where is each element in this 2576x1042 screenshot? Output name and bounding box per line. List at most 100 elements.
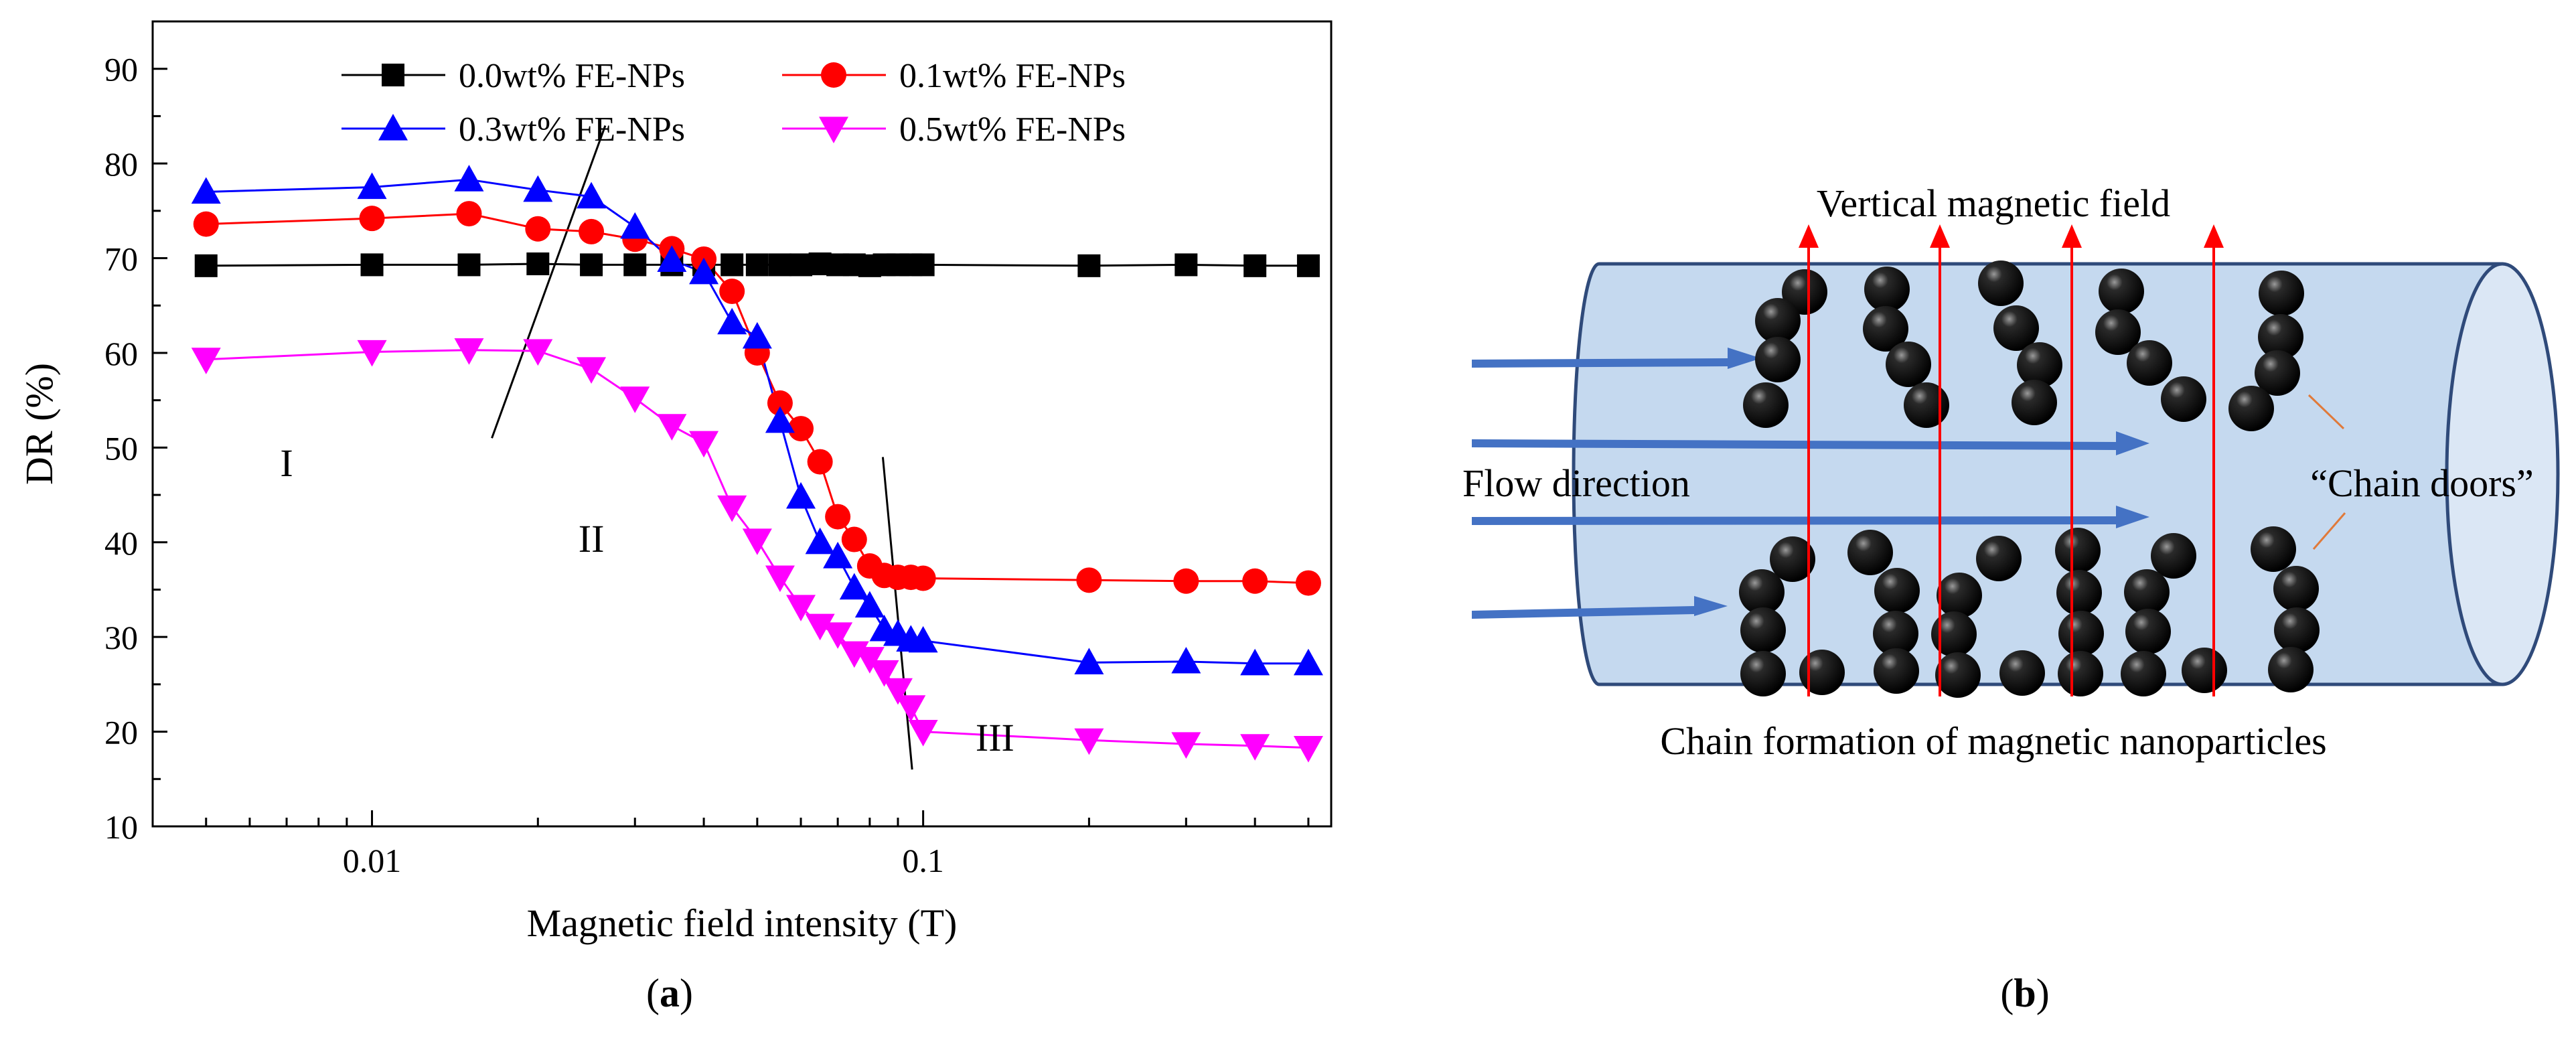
region-label: II <box>579 517 605 561</box>
nanoparticle <box>2228 386 2274 431</box>
y-tick-label: 90 <box>104 51 138 88</box>
y-tick-label: 20 <box>104 714 138 751</box>
data-point <box>577 357 607 384</box>
data-point <box>1296 254 1320 277</box>
pipe-end <box>2445 262 2560 686</box>
data-point <box>768 253 791 277</box>
data-point <box>745 253 769 277</box>
nanoparticle <box>1799 650 1845 695</box>
y-tick-label: 10 <box>104 808 138 846</box>
data-point <box>825 504 851 530</box>
region-label: III <box>976 716 1014 759</box>
data-point <box>805 613 835 641</box>
nanoparticle <box>1782 269 1827 315</box>
nanoparticle <box>2017 342 2062 388</box>
region-boundaries <box>491 125 913 770</box>
nanoparticle <box>1873 611 1918 656</box>
data-point <box>620 386 650 413</box>
data-point <box>357 340 387 367</box>
data-point <box>620 212 650 239</box>
nanoparticle <box>1740 607 1786 653</box>
nanoparticle <box>2058 651 2103 696</box>
legend-label: 0.0wt% FE-NPs <box>459 57 685 95</box>
data-point <box>910 565 936 591</box>
nanoparticle <box>2124 569 2170 615</box>
data-point <box>742 528 772 555</box>
nanoparticle <box>1770 536 1815 582</box>
data-point <box>805 527 835 554</box>
data-point <box>357 172 387 200</box>
nanoparticle <box>2095 309 2141 355</box>
nanoparticle <box>1847 530 1893 575</box>
data-point <box>765 565 795 593</box>
nanoparticle <box>2182 648 2227 693</box>
data-point <box>719 279 745 305</box>
y-axis-title: DR (%) <box>17 363 61 485</box>
data-point <box>191 348 221 374</box>
nanoparticle <box>1976 536 2022 581</box>
data-point <box>786 595 816 621</box>
nanoparticle <box>1863 306 1908 352</box>
nanoparticle <box>1993 305 2039 351</box>
nanoparticle <box>1874 648 1919 694</box>
data-point <box>457 253 481 277</box>
data-point <box>623 253 647 277</box>
y-tick-label: 50 <box>104 429 138 467</box>
data-point <box>523 339 553 366</box>
data-point <box>657 414 687 441</box>
diagram-caption: Chain formation of magnetic nanoparticle… <box>1660 719 2326 763</box>
data-point <box>579 218 605 244</box>
flow-direction-label: Flow direction <box>1462 461 1690 505</box>
data-point <box>689 257 719 285</box>
nanoparticle <box>1864 267 1910 312</box>
data-point <box>742 321 772 349</box>
data-point <box>1171 732 1201 759</box>
chain-doors-label: “Chain doors” <box>2310 461 2533 505</box>
series-line <box>206 178 1308 665</box>
data-point <box>194 254 218 277</box>
legend-label: 0.5wt% FE-NPs <box>899 110 1126 149</box>
data-point <box>577 181 607 209</box>
data-point <box>580 253 603 277</box>
data-point <box>1293 736 1323 763</box>
data-point <box>1242 568 1268 594</box>
caption-a: (a) <box>646 971 693 1015</box>
nanoparticle <box>2125 609 2171 654</box>
nanoparticle <box>2099 269 2144 314</box>
data-point <box>896 695 926 722</box>
data-point <box>819 117 848 143</box>
data-point <box>360 253 384 277</box>
svg-text:(a): (a) <box>646 971 693 1015</box>
flow-arrows <box>1472 348 2149 619</box>
data-point <box>525 216 551 242</box>
field-arrow <box>1930 224 1950 696</box>
nanoparticle <box>1935 652 1981 698</box>
data-point <box>382 64 404 86</box>
nanoparticle <box>2273 566 2319 611</box>
data-point <box>359 206 385 232</box>
data-point <box>841 526 867 552</box>
y-tick-label: 40 <box>104 524 138 562</box>
data-point <box>767 390 793 416</box>
diagram-title: Vertical magnetic field <box>1817 181 2170 225</box>
nanoparticle <box>2161 376 2206 422</box>
caption-b: (b) <box>2000 971 2049 1015</box>
data-point <box>883 678 913 705</box>
data-point <box>911 253 935 277</box>
nanoparticle <box>2268 647 2314 692</box>
nanoparticle <box>1904 382 1949 428</box>
x-axis-title: Magnetic field intensity (T) <box>527 901 958 945</box>
y-tick-label: 80 <box>104 145 138 183</box>
y-axis: 10 20 30 40 50 60 70 80 90 <box>104 51 167 846</box>
data-point <box>456 201 482 227</box>
plot-frame <box>151 20 1333 828</box>
data-point <box>1074 728 1104 755</box>
nanoparticle <box>1874 568 1920 613</box>
flow-arrow <box>1472 348 1761 369</box>
nanoparticle <box>1755 298 1801 344</box>
data-point <box>717 307 747 335</box>
data-point <box>1076 567 1102 593</box>
nanoparticle <box>1886 342 1931 387</box>
